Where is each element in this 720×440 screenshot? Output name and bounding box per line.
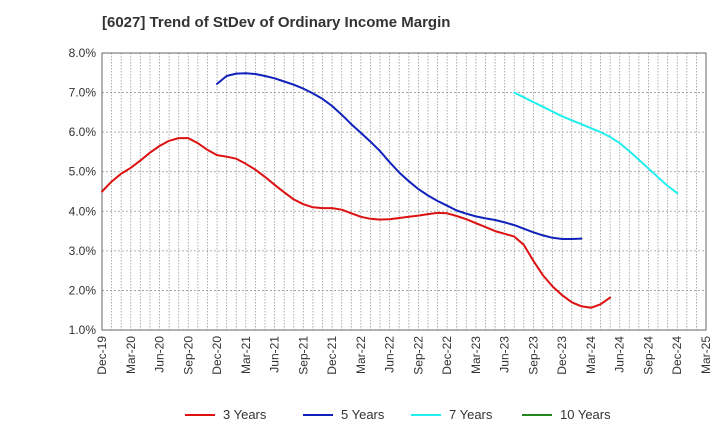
x-tick-label: Mar-21 <box>239 336 253 374</box>
y-tick-label: 5.0% <box>69 165 97 179</box>
y-tick-label: 8.0% <box>69 46 97 60</box>
x-tick-label: Jun-24 <box>613 336 627 373</box>
x-tick-label: Jun-22 <box>383 336 397 373</box>
y-tick-label: 6.0% <box>69 125 97 139</box>
x-tick-label: Dec-21 <box>325 336 339 375</box>
x-tick-label: Sep-20 <box>181 336 195 375</box>
y-tick-label: 4.0% <box>69 204 97 218</box>
y-tick-label: 7.0% <box>69 86 97 100</box>
x-tick-label: Mar-20 <box>124 336 138 374</box>
legend-label: 10 Years <box>560 407 611 422</box>
x-tick-label: Dec-22 <box>440 336 454 375</box>
x-tick-label: Mar-23 <box>469 336 483 374</box>
series-line-7-years <box>513 91 679 195</box>
x-tick-label: Dec-20 <box>210 336 224 375</box>
legend-label: 7 Years <box>449 407 493 422</box>
x-tick-label: Dec-24 <box>670 336 684 375</box>
y-tick-label: 2.0% <box>69 283 97 297</box>
plot-area <box>102 53 706 330</box>
legend-label: 3 Years <box>223 407 267 422</box>
x-tick-label: Dec-19 <box>95 336 109 375</box>
x-tick-label: Sep-24 <box>641 336 655 375</box>
x-tick-label: Sep-23 <box>526 336 540 375</box>
y-tick-label: 3.0% <box>69 244 97 258</box>
y-tick-label: 1.0% <box>69 323 97 337</box>
series-line-5-years <box>216 72 583 240</box>
x-tick-label: Mar-22 <box>354 336 368 374</box>
x-tick-label: Dec-23 <box>555 336 569 375</box>
x-tick-label: Jun-21 <box>268 336 282 373</box>
x-tick-label: Mar-25 <box>699 336 713 374</box>
x-tick-label: Jun-20 <box>153 336 167 373</box>
x-tick-label: Sep-22 <box>411 336 425 375</box>
x-tick-label: Sep-21 <box>296 336 310 375</box>
chart-title: [6027] Trend of StDev of Ordinary Income… <box>102 14 451 31</box>
series-line-3-years <box>101 137 612 309</box>
legend-label: 5 Years <box>341 407 385 422</box>
x-tick-label: Jun-23 <box>498 336 512 373</box>
x-tick-label: Mar-24 <box>584 336 598 374</box>
